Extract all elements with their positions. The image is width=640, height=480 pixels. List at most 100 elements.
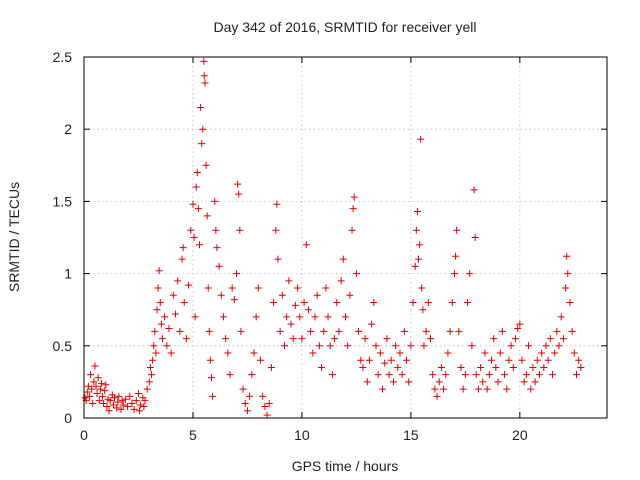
data-point	[224, 349, 232, 357]
chart-title: Day 342 of 2016, SRMTID for receiver yel…	[214, 19, 477, 35]
data-point	[201, 79, 209, 87]
data-point	[154, 284, 162, 292]
data-point	[143, 385, 151, 393]
data-point	[417, 135, 425, 143]
data-point	[570, 349, 578, 357]
data-point	[444, 349, 452, 357]
data-point	[121, 395, 129, 403]
data-point	[219, 313, 227, 321]
data-point	[309, 349, 317, 357]
data-point	[241, 400, 249, 408]
x-tick-label: 0	[80, 427, 88, 443]
data-point	[379, 385, 387, 393]
data-point	[420, 342, 428, 350]
data-point	[335, 327, 343, 335]
data-point	[114, 398, 122, 406]
data-point	[193, 169, 201, 177]
data-point	[226, 371, 234, 379]
data-point	[298, 335, 306, 343]
data-point	[205, 327, 213, 335]
data-point	[276, 327, 284, 335]
data-point	[84, 382, 92, 390]
data-point	[192, 183, 200, 191]
data-point	[503, 385, 511, 393]
data-point	[307, 327, 315, 335]
x-tick-label: 20	[512, 427, 528, 443]
data-point	[448, 298, 456, 306]
data-point	[409, 298, 417, 306]
data-point	[326, 342, 334, 350]
data-point	[368, 320, 376, 328]
data-point	[211, 197, 219, 205]
data-point	[540, 363, 548, 371]
axis-ticks	[83, 56, 607, 419]
data-point	[413, 208, 421, 216]
data-point	[337, 277, 345, 285]
data-point	[313, 291, 321, 299]
data-point	[511, 335, 519, 343]
data-point	[265, 400, 273, 408]
data-point	[333, 298, 341, 306]
y-tick-label: 0	[64, 410, 72, 426]
data-point	[394, 363, 402, 371]
data-point	[109, 401, 117, 409]
data-point	[157, 320, 165, 328]
data-point	[437, 363, 445, 371]
data-point	[483, 385, 491, 393]
data-point	[145, 378, 153, 386]
data-point	[559, 335, 567, 343]
data-point	[318, 363, 326, 371]
data-point	[169, 291, 177, 299]
data-point	[81, 394, 89, 402]
data-point	[161, 313, 169, 321]
data-point	[490, 335, 498, 343]
data-point	[533, 356, 541, 364]
data-point	[461, 371, 469, 379]
data-point	[97, 379, 105, 387]
x-axis-label: GPS time / hours	[292, 458, 399, 474]
data-point	[435, 378, 443, 386]
data-point	[415, 255, 423, 263]
data-point	[194, 205, 202, 213]
data-point	[376, 349, 384, 357]
data-point	[419, 306, 427, 314]
data-point	[350, 193, 358, 201]
data-point	[136, 407, 144, 415]
tick-labels: 0 5 10 15 20 0 0.5 1 1.5 2 2.5	[53, 49, 528, 443]
data-point	[134, 389, 142, 397]
data-point	[233, 270, 241, 278]
data-point	[126, 392, 134, 400]
data-point	[190, 234, 198, 241]
data-point	[450, 270, 458, 278]
data-point	[452, 252, 460, 260]
data-point	[89, 400, 97, 408]
data-point	[398, 371, 406, 379]
data-point	[150, 342, 158, 350]
data-point	[346, 291, 354, 299]
data-point	[94, 374, 102, 382]
data-point	[357, 356, 365, 364]
data-point	[518, 356, 526, 364]
data-point	[267, 363, 275, 371]
data-point	[426, 335, 434, 343]
data-point	[163, 342, 171, 350]
data-point	[494, 378, 502, 386]
data-point	[102, 381, 110, 389]
data-point	[278, 291, 286, 299]
data-point	[182, 335, 190, 343]
data-point	[568, 327, 576, 335]
data-point	[387, 356, 395, 364]
data-point	[234, 180, 242, 188]
data-point	[130, 405, 138, 413]
data-point	[213, 244, 221, 252]
data-point	[158, 335, 166, 343]
data-point	[204, 284, 212, 292]
data-point	[446, 327, 454, 335]
data-point	[472, 371, 480, 379]
data-point	[572, 371, 580, 379]
x-tick-label: 15	[403, 427, 419, 443]
data-point	[529, 363, 537, 371]
data-point	[468, 342, 476, 350]
data-point	[520, 378, 528, 386]
